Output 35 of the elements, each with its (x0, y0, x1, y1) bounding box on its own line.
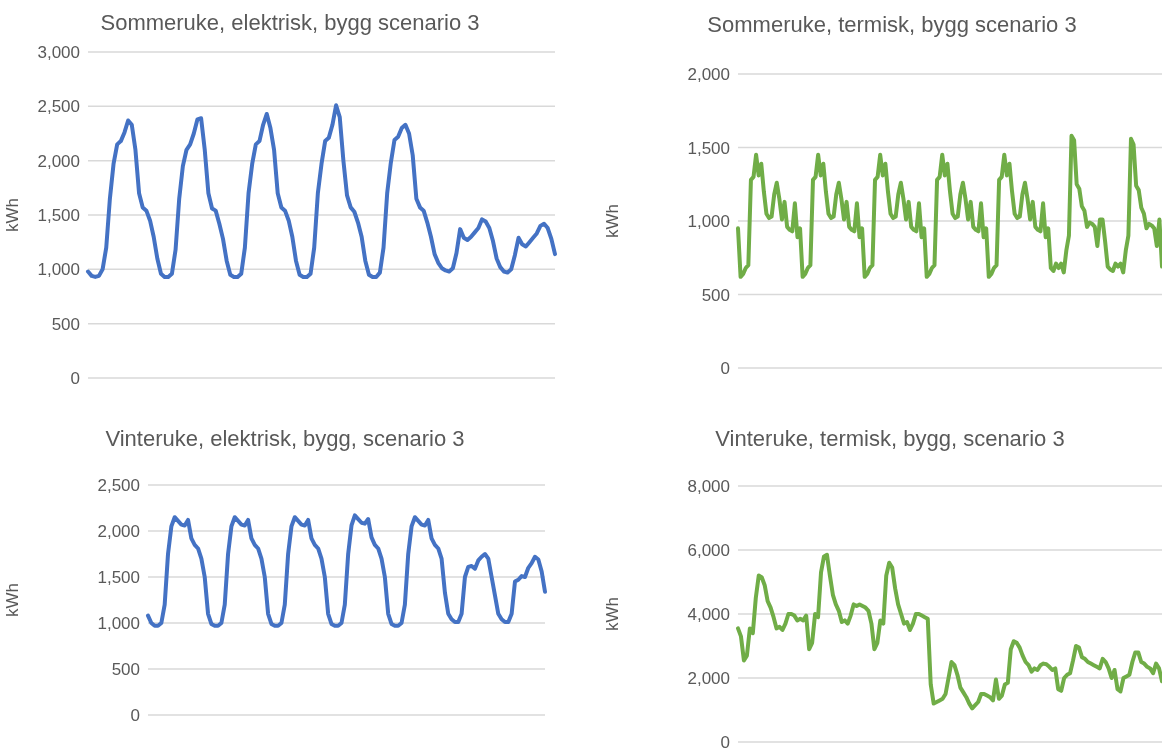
y-tick-label: 1,500 (97, 568, 140, 588)
y-axis-title: kWh (603, 204, 623, 238)
y-tick-label: 500 (111, 660, 140, 680)
line-series (146, 513, 547, 628)
y-tick-label: 1,000 (687, 212, 730, 232)
y-axis-title: kWh (3, 198, 23, 232)
y-tick-label: 500 (701, 285, 730, 305)
y-tick-label: 2,500 (97, 476, 140, 496)
y-tick-label: 2,000 (97, 522, 140, 542)
line-series (86, 103, 557, 279)
y-tick-label: 2,000 (687, 65, 730, 85)
y-tick-label: 1,500 (687, 138, 730, 158)
y-tick-label: 2,500 (37, 97, 80, 117)
y-tick-label: 1,000 (37, 260, 80, 280)
y-tick-label: 1,500 (37, 206, 80, 226)
y-tick-label: 500 (51, 314, 80, 334)
line-series (736, 133, 1162, 279)
line-series (736, 552, 1162, 711)
chart-title: Sommeruke, termisk, bygg scenario 3 (706, 11, 1078, 39)
y-tick-label: 0 (70, 369, 80, 389)
y-tick-label: 3,000 (37, 43, 80, 63)
y-tick-label: 2,000 (687, 669, 730, 689)
y-tick-label: 0 (720, 359, 730, 379)
y-tick-label: 0 (720, 733, 730, 751)
y-axis-title: kWh (3, 583, 23, 617)
y-axis-title: kWh (603, 597, 623, 631)
y-tick-label: 1,000 (97, 614, 140, 634)
chart-title: Vinteruke, elektrisk, bygg, scenario 3 (104, 425, 466, 453)
y-tick-label: 8,000 (687, 477, 730, 497)
chart-title: Vinteruke, termisk, bygg, scenario 3 (714, 425, 1066, 453)
y-tick-label: 6,000 (687, 541, 730, 561)
chart-title: Sommeruke, elektrisk, bygg scenario 3 (99, 9, 481, 37)
y-tick-label: 2,000 (37, 151, 80, 171)
y-tick-label: 0 (130, 706, 140, 726)
y-tick-label: 4,000 (687, 605, 730, 625)
